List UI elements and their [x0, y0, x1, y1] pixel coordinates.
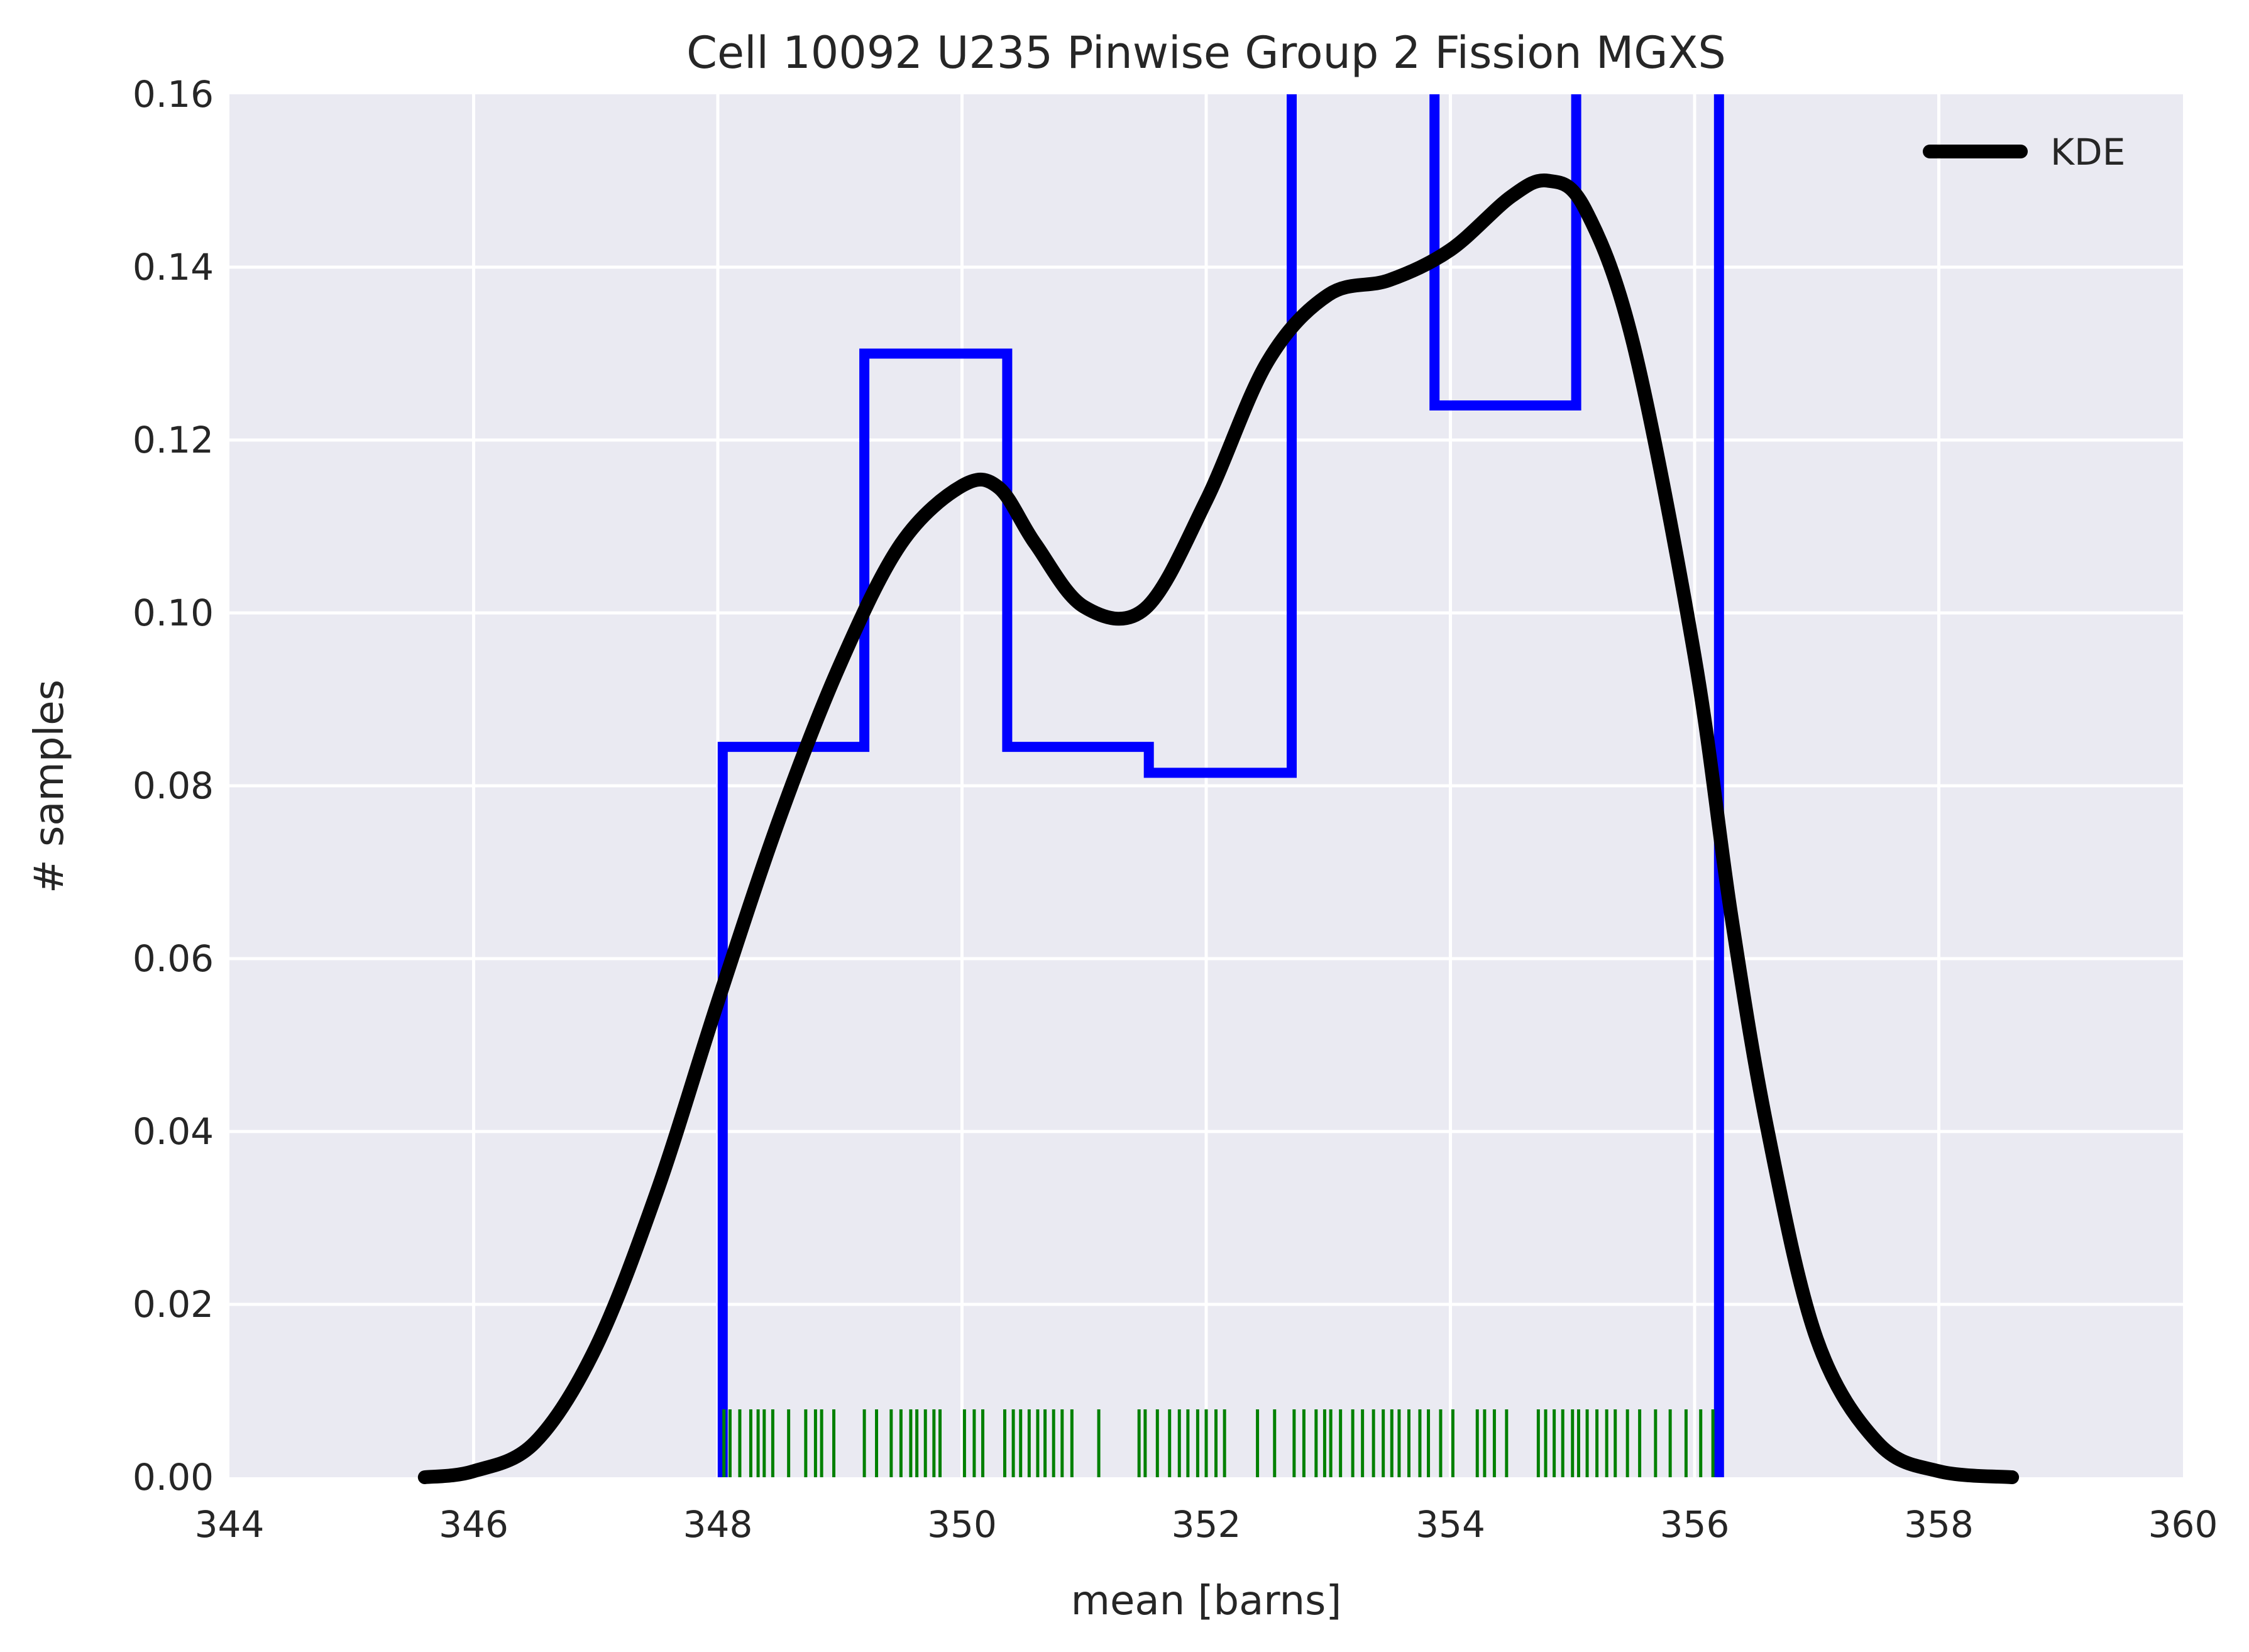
x-tick-label: 354	[1416, 1503, 1485, 1546]
x-tick-label: 344	[195, 1503, 265, 1546]
legend-kde-label: KDE	[2050, 131, 2125, 173]
kde-curve	[417, 173, 2020, 1484]
y-tick-label: 0.12	[133, 419, 214, 461]
x-tick-label: 346	[439, 1503, 509, 1546]
tick-labels: 344 346 348 350 352 354 356 358 360 0.00 0.02 0.04 0…	[133, 73, 2218, 1546]
x-tick-label: 348	[683, 1503, 753, 1546]
y-tick-label: 0.08	[133, 764, 214, 807]
rug-layer	[722, 1409, 1715, 1477]
x-tick-label: 356	[1660, 1503, 1730, 1546]
y-tick-label: 0.14	[133, 246, 214, 289]
y-tick-label: 0.04	[133, 1110, 214, 1153]
y-tick-label: 0.16	[133, 73, 214, 116]
histogram-layer	[717, 94, 1724, 1477]
x-tick-label: 358	[1904, 1503, 1974, 1546]
y-axis-label: # samples	[26, 680, 73, 893]
chart-title: Cell 10092 U235 Pinwise Group 2 Fission …	[686, 27, 1726, 79]
legend: KDE	[1923, 131, 2125, 173]
y-tick-label: 0.00	[133, 1456, 214, 1499]
x-axis-label: mean [barns]	[1071, 1578, 1342, 1624]
grid-lines	[229, 94, 2183, 1477]
y-tick-label: 0.02	[133, 1283, 214, 1326]
kde-layer	[417, 173, 2020, 1484]
y-tick-label: 0.10	[133, 592, 214, 634]
histogram-outline	[717, 94, 1724, 1477]
x-tick-label: 350	[927, 1503, 997, 1546]
x-tick-label: 360	[2148, 1503, 2218, 1546]
x-tick-label: 352	[1172, 1503, 1241, 1546]
y-tick-label: 0.06	[133, 937, 214, 980]
